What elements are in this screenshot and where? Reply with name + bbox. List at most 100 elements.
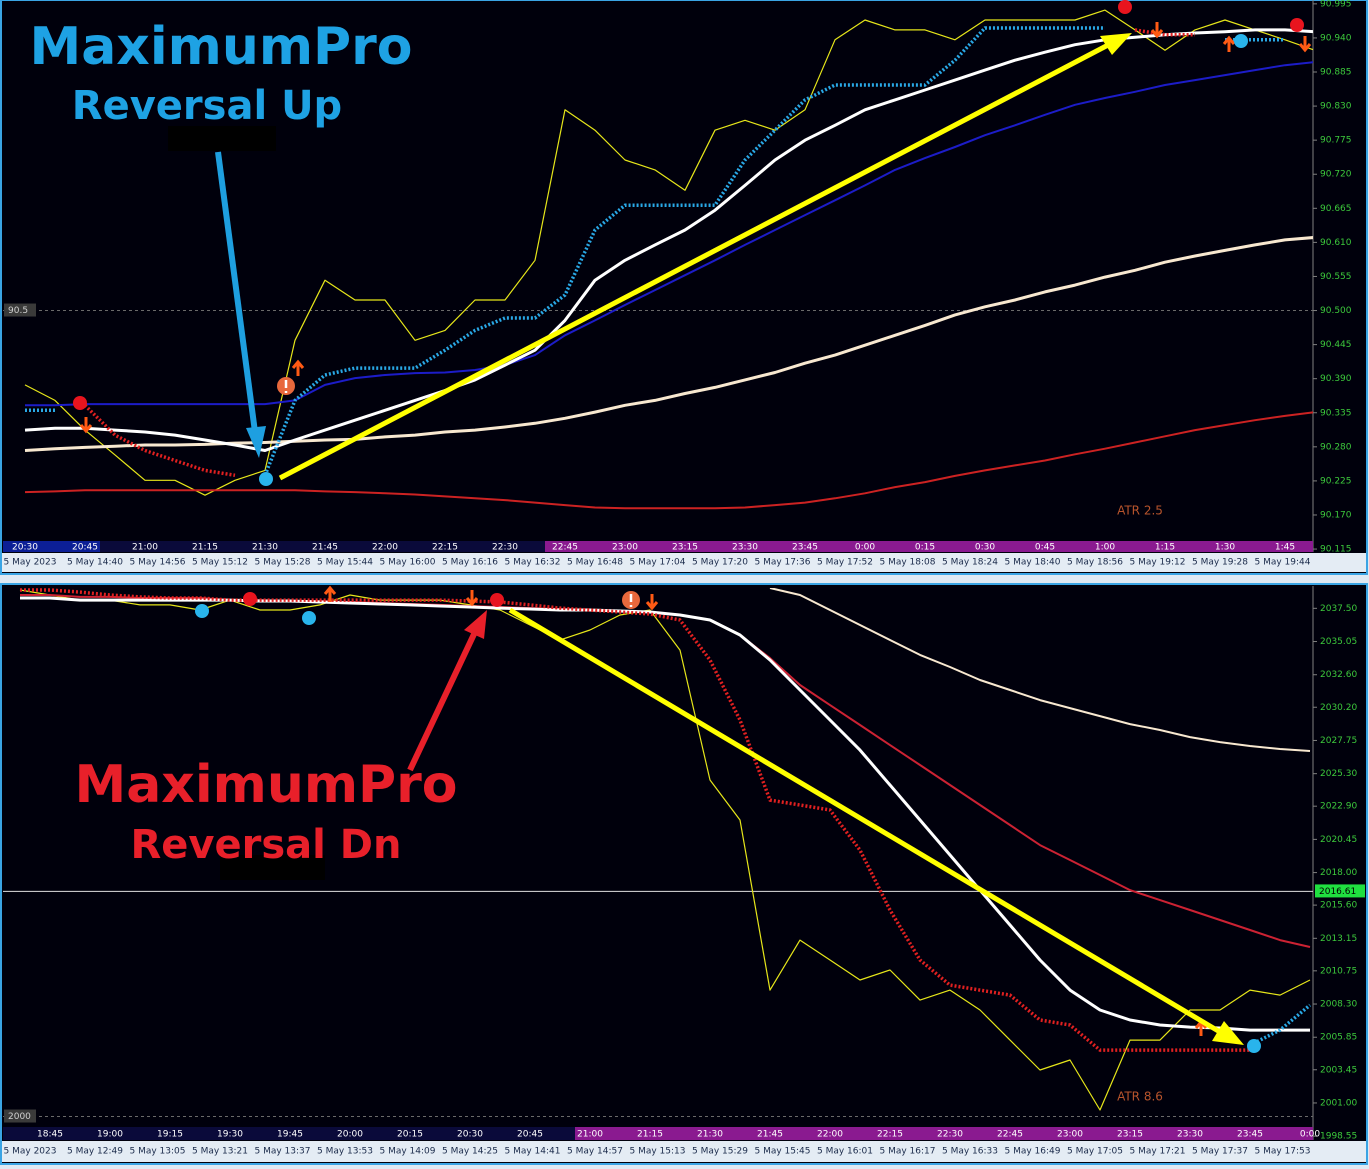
date-label: 5 May 19:28 bbox=[1192, 558, 1248, 568]
x-tick-label: 22:00 bbox=[372, 543, 398, 553]
y-tick-label: 90.940 bbox=[1320, 33, 1352, 43]
y-tick-label: 90.500 bbox=[1320, 306, 1352, 316]
x-tick-label: 21:45 bbox=[312, 543, 338, 553]
level-tag bbox=[4, 303, 36, 317]
series-line bbox=[769, 588, 1311, 752]
last-price-label: 2016.61 bbox=[1319, 887, 1356, 897]
x-tick-label: 23:30 bbox=[732, 543, 758, 553]
y-tick-label: 2030.20 bbox=[1320, 703, 1357, 713]
y-tick-label: 2020.45 bbox=[1320, 835, 1357, 845]
callout-arrow bbox=[407, 630, 478, 772]
x-tick-label: 20:30 bbox=[12, 543, 38, 553]
y-tick-label: 2003.45 bbox=[1320, 1065, 1357, 1075]
x-tick-label: 19:45 bbox=[277, 1130, 303, 1140]
x-tick-label: 23:15 bbox=[1117, 1130, 1143, 1140]
signal-dot bbox=[302, 611, 316, 625]
x-tick-label: 18:45 bbox=[37, 1130, 63, 1140]
x-tick-label: 21:15 bbox=[192, 543, 218, 553]
y-tick-label: 2001.00 bbox=[1320, 1098, 1357, 1108]
date-label: 5 May 16:32 bbox=[505, 558, 561, 568]
signal-arrow bbox=[323, 585, 337, 602]
date-label: 5 May 15:28 bbox=[255, 558, 311, 568]
x-tick-label: 22:45 bbox=[997, 1130, 1023, 1140]
x-tick-label: 0:15 bbox=[915, 543, 935, 553]
label-backdrop bbox=[168, 126, 276, 151]
x-tick-label: 21:00 bbox=[132, 543, 158, 553]
signal-dot bbox=[1247, 1039, 1261, 1053]
annotation-arrows bbox=[168, 33, 1244, 1045]
x-tick-label: 0:30 bbox=[975, 543, 995, 553]
date-label: 5 May 17:52 bbox=[817, 558, 873, 568]
x-tick-label: 1:00 bbox=[1095, 543, 1115, 553]
headline: MaximumPro bbox=[29, 17, 412, 77]
top-plot bbox=[3, 9, 1313, 510]
date-label: 5 May 16:33 bbox=[942, 1147, 998, 1157]
y-tick-label: 1998.55 bbox=[1320, 1132, 1357, 1142]
date-label: 5 May 14:25 bbox=[442, 1147, 498, 1157]
y-tick-label: 90.830 bbox=[1320, 102, 1352, 112]
date-label: 5 May 14:09 bbox=[380, 1147, 436, 1157]
date-label: 5 May 15:13 bbox=[630, 1147, 686, 1157]
x-tick-label: 21:15 bbox=[637, 1130, 663, 1140]
date-label: 5 May 15:12 bbox=[192, 558, 248, 568]
x-tick-label: 22:30 bbox=[492, 543, 518, 553]
y-tick-label: 2022.90 bbox=[1320, 802, 1357, 812]
date-label: 5 May 16:00 bbox=[380, 558, 436, 568]
x-tick-label: 20:45 bbox=[517, 1130, 543, 1140]
y-tick-label: 2027.75 bbox=[1320, 736, 1357, 746]
y-tick-label: 2037.50 bbox=[1320, 604, 1357, 614]
date-label: 5 May 17:04 bbox=[630, 558, 686, 568]
signal-arrow bbox=[1150, 22, 1164, 39]
y-tick-label: 90.445 bbox=[1320, 340, 1352, 350]
date-label: 5 May 14:57 bbox=[567, 1147, 623, 1157]
x-tick-label: 21:30 bbox=[252, 543, 278, 553]
date-label: 5 May 17:36 bbox=[755, 558, 811, 568]
series-line bbox=[1249, 1003, 1312, 1047]
date-label: 5 May 14:40 bbox=[67, 558, 123, 568]
last-price-tag bbox=[1315, 884, 1365, 898]
y-tick-label: 90.280 bbox=[1320, 442, 1352, 452]
y-tick-label: 90.665 bbox=[1320, 204, 1352, 214]
signal-dot bbox=[243, 592, 257, 606]
signal-arrow bbox=[645, 594, 659, 611]
signal-dot bbox=[195, 604, 209, 618]
signal-arrow bbox=[291, 359, 305, 376]
x-tick-label: 20:45 bbox=[72, 543, 98, 553]
x-tick-label: 19:15 bbox=[157, 1130, 183, 1140]
date-label: 5 May 19:44 bbox=[1255, 558, 1311, 568]
y-tick-label: 90.170 bbox=[1320, 510, 1352, 520]
series-line bbox=[24, 411, 1313, 510]
series-line bbox=[24, 236, 1313, 452]
y-tick-label: 90.115 bbox=[1320, 545, 1352, 555]
date-label: 5 May 16:48 bbox=[567, 558, 623, 568]
y-tick-label: 90.335 bbox=[1320, 408, 1352, 418]
x-tick-label: 1:15 bbox=[1155, 543, 1175, 553]
y-tick-label: 90.885 bbox=[1320, 68, 1352, 78]
date-label: 5 May 12:49 bbox=[67, 1147, 123, 1157]
x-tick-label: 1:45 bbox=[1275, 543, 1295, 553]
y-tick-label: 2032.60 bbox=[1320, 670, 1357, 680]
x-tick-label: 19:30 bbox=[217, 1130, 243, 1140]
x-tick-label: 23:00 bbox=[612, 543, 638, 553]
indicator-label: ATR 2.5 bbox=[1117, 504, 1163, 518]
date-label: 5 May 13:37 bbox=[255, 1147, 311, 1157]
level-tag bbox=[4, 1109, 36, 1123]
date-label: 5 May 18:08 bbox=[880, 558, 936, 568]
x-tick-label: 20:15 bbox=[397, 1130, 423, 1140]
date-label: 5 May 17:20 bbox=[692, 558, 748, 568]
time-strip bbox=[545, 541, 1313, 552]
x-tick-label: 19:00 bbox=[97, 1130, 123, 1140]
level-label: 2000 bbox=[8, 1112, 31, 1122]
level-label: 90.5 bbox=[8, 306, 28, 316]
y-tick-label: 2018.00 bbox=[1320, 868, 1357, 878]
date-label: 5 May 19:12 bbox=[1130, 558, 1186, 568]
y-tick-label: 2005.85 bbox=[1320, 1033, 1357, 1043]
signals bbox=[73, 0, 1312, 1053]
series-line bbox=[24, 28, 1313, 452]
bottom-plot bbox=[3, 588, 1313, 1118]
date-label: 5 May 16:16 bbox=[442, 558, 498, 568]
time-strip bbox=[3, 541, 100, 552]
series-line bbox=[20, 588, 1250, 1052]
signal-dot bbox=[490, 593, 504, 607]
arrow-head bbox=[1212, 1021, 1244, 1045]
